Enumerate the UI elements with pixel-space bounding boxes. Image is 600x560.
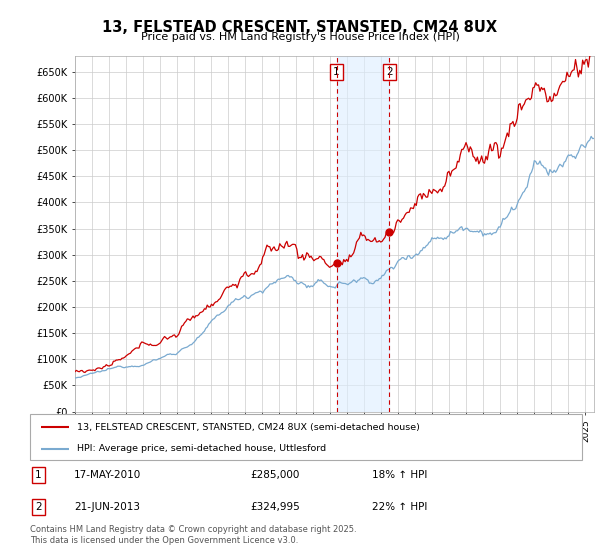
Text: £324,995: £324,995 [251,502,301,512]
Text: 21-JUN-2013: 21-JUN-2013 [74,502,140,512]
Text: Price paid vs. HM Land Registry's House Price Index (HPI): Price paid vs. HM Land Registry's House … [140,32,460,43]
Text: 2: 2 [35,502,41,512]
Bar [337,56,389,412]
Text: 22% ↑ HPI: 22% ↑ HPI [372,502,428,512]
Text: HPI: Average price, semi-detached house, Uttlesford: HPI: Average price, semi-detached house,… [77,444,326,454]
Text: 13, FELSTEAD CRESCENT, STANSTED, CM24 8UX (semi-detached house): 13, FELSTEAD CRESCENT, STANSTED, CM24 8U… [77,423,420,432]
Text: 1: 1 [35,470,41,480]
Text: Contains HM Land Registry data © Crown copyright and database right 2025.
This d: Contains HM Land Registry data © Crown c… [30,525,356,545]
Text: 2: 2 [386,67,392,77]
Text: 17-MAY-2010: 17-MAY-2010 [74,470,142,480]
Text: 13, FELSTEAD CRESCENT, STANSTED, CM24 8UX: 13, FELSTEAD CRESCENT, STANSTED, CM24 8U… [103,20,497,35]
Text: 18% ↑ HPI: 18% ↑ HPI [372,470,428,480]
Text: £285,000: £285,000 [251,470,300,480]
FancyBboxPatch shape [30,414,582,460]
Text: 1: 1 [333,67,340,77]
